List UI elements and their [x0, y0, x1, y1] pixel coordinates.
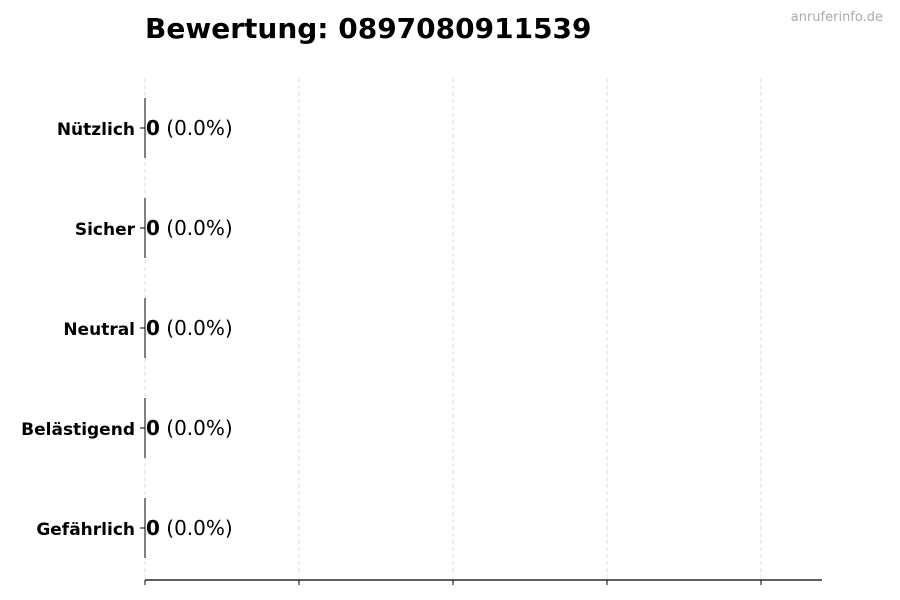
data-label: 0 (0.0%): [146, 516, 233, 540]
y-tick-label: Sicher: [75, 220, 136, 240]
data-label-percent: (0.0%): [160, 516, 233, 540]
y-tick-label: Gefährlich: [36, 520, 135, 540]
data-label-count: 0: [146, 216, 160, 240]
data-label-count: 0: [146, 516, 160, 540]
data-label: 0 (0.0%): [146, 216, 233, 240]
data-label-percent: (0.0%): [160, 216, 233, 240]
data-label: 0 (0.0%): [146, 116, 233, 140]
data-label-percent: (0.0%): [160, 316, 233, 340]
data-label: 0 (0.0%): [146, 416, 233, 440]
y-tick-label: Neutral: [63, 320, 135, 340]
watermark: anruferinfo.de: [790, 10, 883, 25]
y-tick-label: Nützlich: [57, 120, 135, 140]
data-label-count: 0: [146, 316, 160, 340]
data-label-percent: (0.0%): [160, 416, 233, 440]
chart-title: Bewertung: 0897080911539: [145, 12, 592, 45]
y-tick-label: Belästigend: [21, 420, 135, 440]
data-label: 0 (0.0%): [146, 316, 233, 340]
data-label-count: 0: [146, 116, 160, 140]
data-label-percent: (0.0%): [160, 116, 233, 140]
data-label-count: 0: [146, 416, 160, 440]
